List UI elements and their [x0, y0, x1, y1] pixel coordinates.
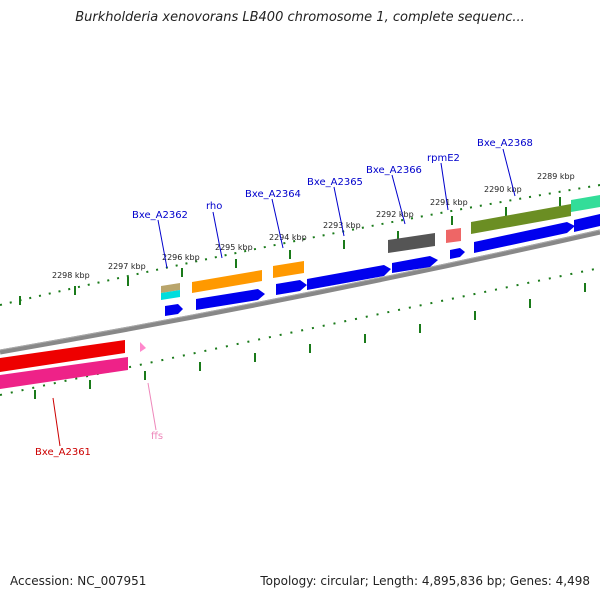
gene-block-2361-red[interactable]: [0, 340, 125, 372]
kbp-label: 2294 kbp: [269, 233, 307, 242]
kbp-label: 2297 kbp: [108, 262, 146, 271]
gene-block-rho[interactable]: [192, 270, 262, 293]
gene-label-bxe-a2361[interactable]: Bxe_A2361: [35, 447, 91, 458]
feature-track-upper: [161, 195, 600, 300]
gene-block-teal[interactable]: [571, 195, 600, 212]
cds-arrow[interactable]: [450, 248, 465, 259]
kbp-label: 2289 kbp: [537, 172, 575, 181]
gene-label-bxe-a2364[interactable]: Bxe_A2364: [245, 189, 301, 200]
kbp-label: 2296 kbp: [162, 253, 200, 262]
gene-block-2368[interactable]: [471, 204, 571, 234]
cds-arrow[interactable]: [165, 304, 183, 316]
cds-arrow[interactable]: [276, 280, 307, 295]
kbp-label: 2298 kbp: [52, 271, 90, 280]
kbp-label: 2290 kbp: [484, 185, 522, 194]
gene-label-rpme2[interactable]: rpmE2: [427, 153, 460, 164]
accession-text: Accession: NC_007951: [10, 574, 147, 588]
chromosome-backbone: [0, 229, 600, 355]
gene-label-ffs[interactable]: ffs: [151, 431, 163, 442]
leader-lines: [157, 148, 516, 269]
gene-label-bxe-a2366[interactable]: Bxe_A2366: [366, 165, 422, 176]
leader-line-ffs: [147, 382, 157, 431]
cds-track: [165, 214, 600, 316]
gene-block-2361-pink[interactable]: [0, 357, 128, 389]
genome-summary-text: Topology: circular; Length: 4,895,836 bp…: [260, 574, 590, 588]
gene-block-2366[interactable]: [388, 233, 435, 253]
kbp-label: 2291 kbp: [430, 198, 468, 207]
gene-label-rho[interactable]: rho: [206, 201, 222, 212]
gene-label-bxe-a2362[interactable]: Bxe_A2362: [132, 210, 188, 221]
gene-block-cyan[interactable]: [161, 290, 180, 300]
lower-major-ticks: [34, 283, 586, 399]
upper-major-ticks: [19, 197, 561, 305]
cds-arrow[interactable]: [307, 265, 391, 290]
gene-label-bxe-a2365[interactable]: Bxe_A2365: [307, 177, 363, 188]
gene-block-tan[interactable]: [161, 283, 180, 293]
gene-label-bxe-a2368[interactable]: Bxe_A2368: [477, 138, 533, 149]
gene-block-2364[interactable]: [273, 261, 304, 278]
map-title: Burkholderia xenovorans LB400 chromosome…: [75, 10, 525, 25]
cds-arrow[interactable]: [392, 256, 438, 273]
gene-block-rpme2[interactable]: [446, 228, 461, 243]
cds-arrow[interactable]: [474, 222, 575, 253]
cds-arrow[interactable]: [196, 289, 265, 310]
cds-arrow[interactable]: [574, 214, 600, 232]
leader-line-2361: [52, 397, 61, 447]
ffs-marker[interactable]: [140, 342, 146, 352]
kbp-label: 2295 kbp: [215, 243, 253, 252]
kbp-label: 2292 kbp: [376, 210, 414, 219]
